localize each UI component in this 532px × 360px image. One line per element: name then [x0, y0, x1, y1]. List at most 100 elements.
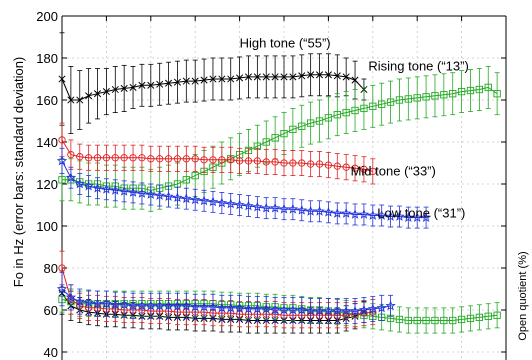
series-line [61, 288, 391, 312]
data-point [484, 312, 492, 320]
data-point [395, 96, 404, 104]
data-point [412, 212, 423, 223]
data-point [83, 297, 94, 308]
data-point [189, 194, 201, 205]
data-point [191, 155, 199, 163]
data-point [271, 134, 279, 142]
data-point [289, 159, 297, 167]
series-line [62, 86, 498, 191]
data-point [74, 296, 85, 307]
data-point [269, 202, 281, 213]
data-point [225, 198, 236, 209]
data-point [358, 209, 370, 219]
data-point [234, 302, 245, 313]
data-point [351, 164, 359, 172]
data-point [147, 155, 155, 163]
data-point [173, 78, 181, 86]
data-point [360, 165, 368, 173]
data-point [147, 81, 155, 89]
data-point [271, 73, 279, 81]
data-point [111, 85, 119, 94]
data-point [101, 298, 112, 309]
y-tick-label: 80 [44, 261, 58, 276]
data-point [218, 156, 226, 164]
data-point [376, 210, 387, 220]
data-point [181, 193, 192, 204]
data-point [120, 154, 128, 162]
data-point [333, 162, 341, 170]
data-point [119, 185, 130, 196]
data-point [207, 196, 219, 207]
data-point [58, 176, 66, 184]
series-oq-7 [56, 271, 396, 325]
data-point [102, 88, 110, 96]
data-point [225, 302, 236, 313]
data-point [314, 205, 325, 216]
data-point [333, 72, 341, 80]
series-low-tone [56, 147, 432, 229]
data-point [271, 158, 279, 166]
data-point [305, 205, 316, 216]
data-point [74, 178, 85, 189]
data-point [92, 298, 103, 309]
data-point [385, 211, 396, 221]
data-point [110, 184, 121, 195]
data-point [420, 212, 432, 223]
data-point [324, 71, 332, 79]
data-point [84, 154, 93, 162]
data-point [323, 305, 334, 316]
data-point [58, 264, 66, 272]
annotations: High tone (“55”) Rising tone (“13”) Mid to… [240, 36, 469, 221]
data-point [172, 192, 183, 202]
annotation-label: Mid tone (“33”) [351, 164, 436, 179]
data-point [457, 315, 466, 324]
data-point [404, 316, 412, 325]
data-point [369, 167, 377, 176]
data-point [209, 156, 217, 164]
data-point [120, 84, 128, 93]
data-point [422, 316, 430, 325]
data-point [466, 314, 475, 323]
data-point [127, 300, 139, 311]
data-point [76, 153, 84, 161]
data-point [182, 155, 190, 163]
data-point [280, 73, 288, 81]
data-point [262, 158, 270, 166]
data-point [431, 316, 439, 325]
data-point [307, 71, 315, 79]
data-point [493, 311, 501, 319]
data-point [262, 73, 270, 81]
data-point [475, 313, 484, 321]
data-point [306, 119, 315, 127]
data-point [324, 114, 333, 122]
data-point [165, 79, 173, 87]
data-point [351, 106, 359, 115]
data-point [216, 302, 227, 313]
data-point [378, 100, 386, 108]
data-point [296, 204, 308, 215]
data-point [83, 180, 94, 191]
data-point [200, 156, 208, 164]
data-point [191, 171, 199, 180]
data-point [404, 95, 412, 103]
annotation-label: Low tone (“31”) [377, 206, 465, 221]
data-point [56, 283, 68, 294]
data-point [65, 172, 77, 183]
data-point [323, 207, 334, 217]
data-point [234, 199, 245, 210]
data-point [332, 305, 343, 316]
data-point [67, 150, 75, 159]
data-point [395, 315, 404, 324]
data-point [315, 160, 324, 168]
data-point [154, 300, 165, 311]
data-point [93, 154, 102, 162]
data-point [58, 75, 66, 83]
data-point [156, 80, 164, 88]
y-tick-label: 100 [36, 219, 58, 234]
data-point [110, 299, 121, 310]
data-point [296, 304, 307, 315]
data-point [358, 304, 370, 315]
y-tick-label: 40 [44, 345, 58, 360]
data-point [252, 303, 263, 314]
data-point [236, 74, 244, 82]
